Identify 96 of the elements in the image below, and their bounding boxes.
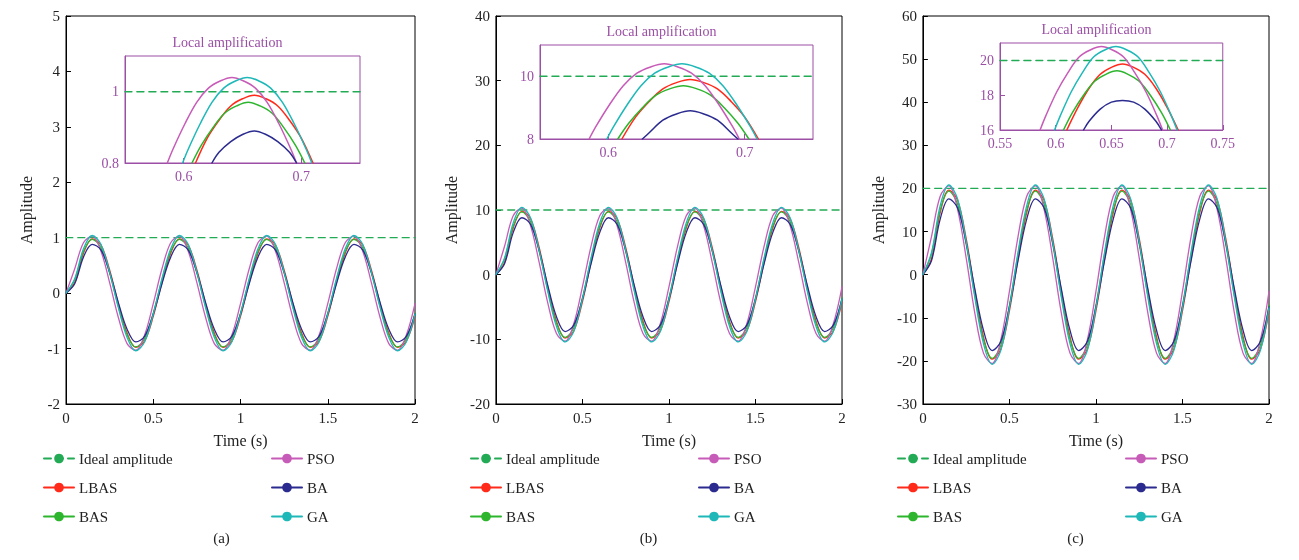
y-axis-title: Amplitude [869, 175, 888, 245]
y-tick-label: -2 [47, 396, 60, 412]
y-tick-label: 20 [980, 52, 994, 68]
text: (c) [1067, 529, 1084, 547]
legend-label: GA [734, 508, 756, 525]
x-tick-label: 2 [838, 409, 846, 426]
legend-label: BA [1161, 479, 1182, 496]
y-tick-label: 3 [52, 118, 60, 135]
line-series [588, 63, 741, 140]
y-tick-label: 60 [901, 8, 917, 24]
chart-title: Local amplification [606, 23, 717, 39]
legend-label: BA [307, 479, 328, 496]
y-axis-title: Amplitude [17, 175, 36, 245]
y-tick-label: 10 [901, 223, 917, 240]
chart-title: Local amplification [172, 34, 283, 50]
x-axis-title: Time (s) [1068, 431, 1123, 450]
y-tick-label: -30 [896, 396, 917, 412]
y-tick-label: 5 [52, 8, 60, 24]
x-tick-label: 0.55 [987, 135, 1013, 151]
x-tick-label: 0.5 [1000, 409, 1019, 426]
line-series [166, 76, 298, 164]
line-series [1066, 63, 1179, 131]
legend-label: PSO [734, 450, 762, 467]
legend-label: GA [307, 508, 329, 525]
line-series [194, 94, 314, 164]
line-series [1062, 70, 1172, 131]
line-series [1039, 45, 1164, 131]
y-axis-title: Amplitude [442, 175, 461, 245]
y-tick-label: 0 [52, 285, 60, 302]
y-tick-label: 20 [901, 180, 917, 197]
line-series [621, 78, 760, 140]
legend-label: LBAS [933, 479, 972, 496]
legend-label: BAS [79, 508, 109, 525]
legend-label: BA [734, 479, 755, 496]
y-tick-label: 4 [52, 63, 61, 80]
x-tick-label: 0.6 [1046, 135, 1065, 151]
line-series [191, 101, 306, 164]
line-series [211, 130, 298, 164]
y-tick-label: 40 [901, 94, 917, 111]
x-tick-label: 0.65 [1099, 135, 1124, 151]
y-tick-label: 18 [980, 87, 994, 103]
y-tick-label: 10 [474, 202, 490, 218]
y-tick-label: 0.8 [101, 155, 119, 171]
chart-title: Local amplification [1041, 21, 1152, 37]
x-tick-label: 2 [1265, 409, 1273, 426]
x-tick-label: 0.6 [599, 144, 617, 160]
x-tick-label: 0.7 [1158, 135, 1176, 151]
y-tick-label: 20 [474, 137, 490, 154]
line-series [617, 84, 750, 140]
line-series [641, 110, 739, 140]
x-tick-label: 1 [236, 409, 245, 426]
legend-label: GA [1161, 508, 1183, 525]
legend-label: Ideal amplitude [79, 450, 174, 467]
x-tick-label: 0.5 [573, 409, 592, 426]
x-tick-label: 0.75 [1210, 135, 1235, 151]
x-tick-label: 0.7 [292, 168, 310, 184]
x-tick-label: 1.5 [318, 409, 338, 426]
line-series [1053, 45, 1178, 131]
x-tick-label: 1.5 [1173, 409, 1192, 426]
y-tick-label: 8 [527, 131, 534, 147]
y-tick-label: 16 [980, 122, 994, 138]
legend-label: Ideal amplitude [506, 450, 601, 467]
y-tick-label: -20 [469, 396, 490, 412]
legend-label: Ideal amplitude [933, 450, 1028, 467]
line-series [606, 63, 758, 140]
x-axis-title: Time (s) [641, 431, 696, 450]
y-tick-label: 1 [52, 229, 60, 246]
line-series [1082, 99, 1163, 131]
x-tick-label: 0.5 [143, 409, 163, 426]
legend-label: LBAS [79, 479, 118, 496]
y-tick-label: 10 [520, 68, 534, 84]
legend-label: BAS [506, 508, 536, 525]
y-tick-label: 30 [474, 72, 490, 89]
y-tick-label: -10 [896, 309, 917, 326]
y-tick-label: 40 [474, 8, 490, 24]
x-tick-label: 0.6 [175, 168, 193, 184]
x-tick-label: 1 [665, 409, 673, 426]
y-tick-label: 30 [901, 137, 917, 154]
text: (b) [639, 529, 658, 547]
x-tick-label: 2 [411, 409, 419, 426]
y-tick-label: -1 [47, 340, 60, 357]
y-tick-label: 0 [482, 266, 490, 283]
y-tick-label: 50 [901, 51, 917, 68]
legend-label: PSO [1161, 450, 1189, 467]
legend-label: LBAS [506, 479, 545, 496]
x-axis-title: Time (s) [213, 431, 268, 450]
line-series [181, 76, 313, 164]
y-tick-label: -10 [469, 331, 490, 348]
x-tick-label: 1 [1092, 409, 1100, 426]
x-tick-label: 0.7 [736, 144, 754, 160]
text: (a) [213, 529, 230, 547]
legend-label: BAS [933, 508, 963, 525]
x-tick-label: 1.5 [746, 409, 765, 426]
legend-label: PSO [307, 450, 335, 467]
y-tick-label: 0 [909, 266, 917, 283]
y-tick-label: -20 [896, 352, 917, 369]
